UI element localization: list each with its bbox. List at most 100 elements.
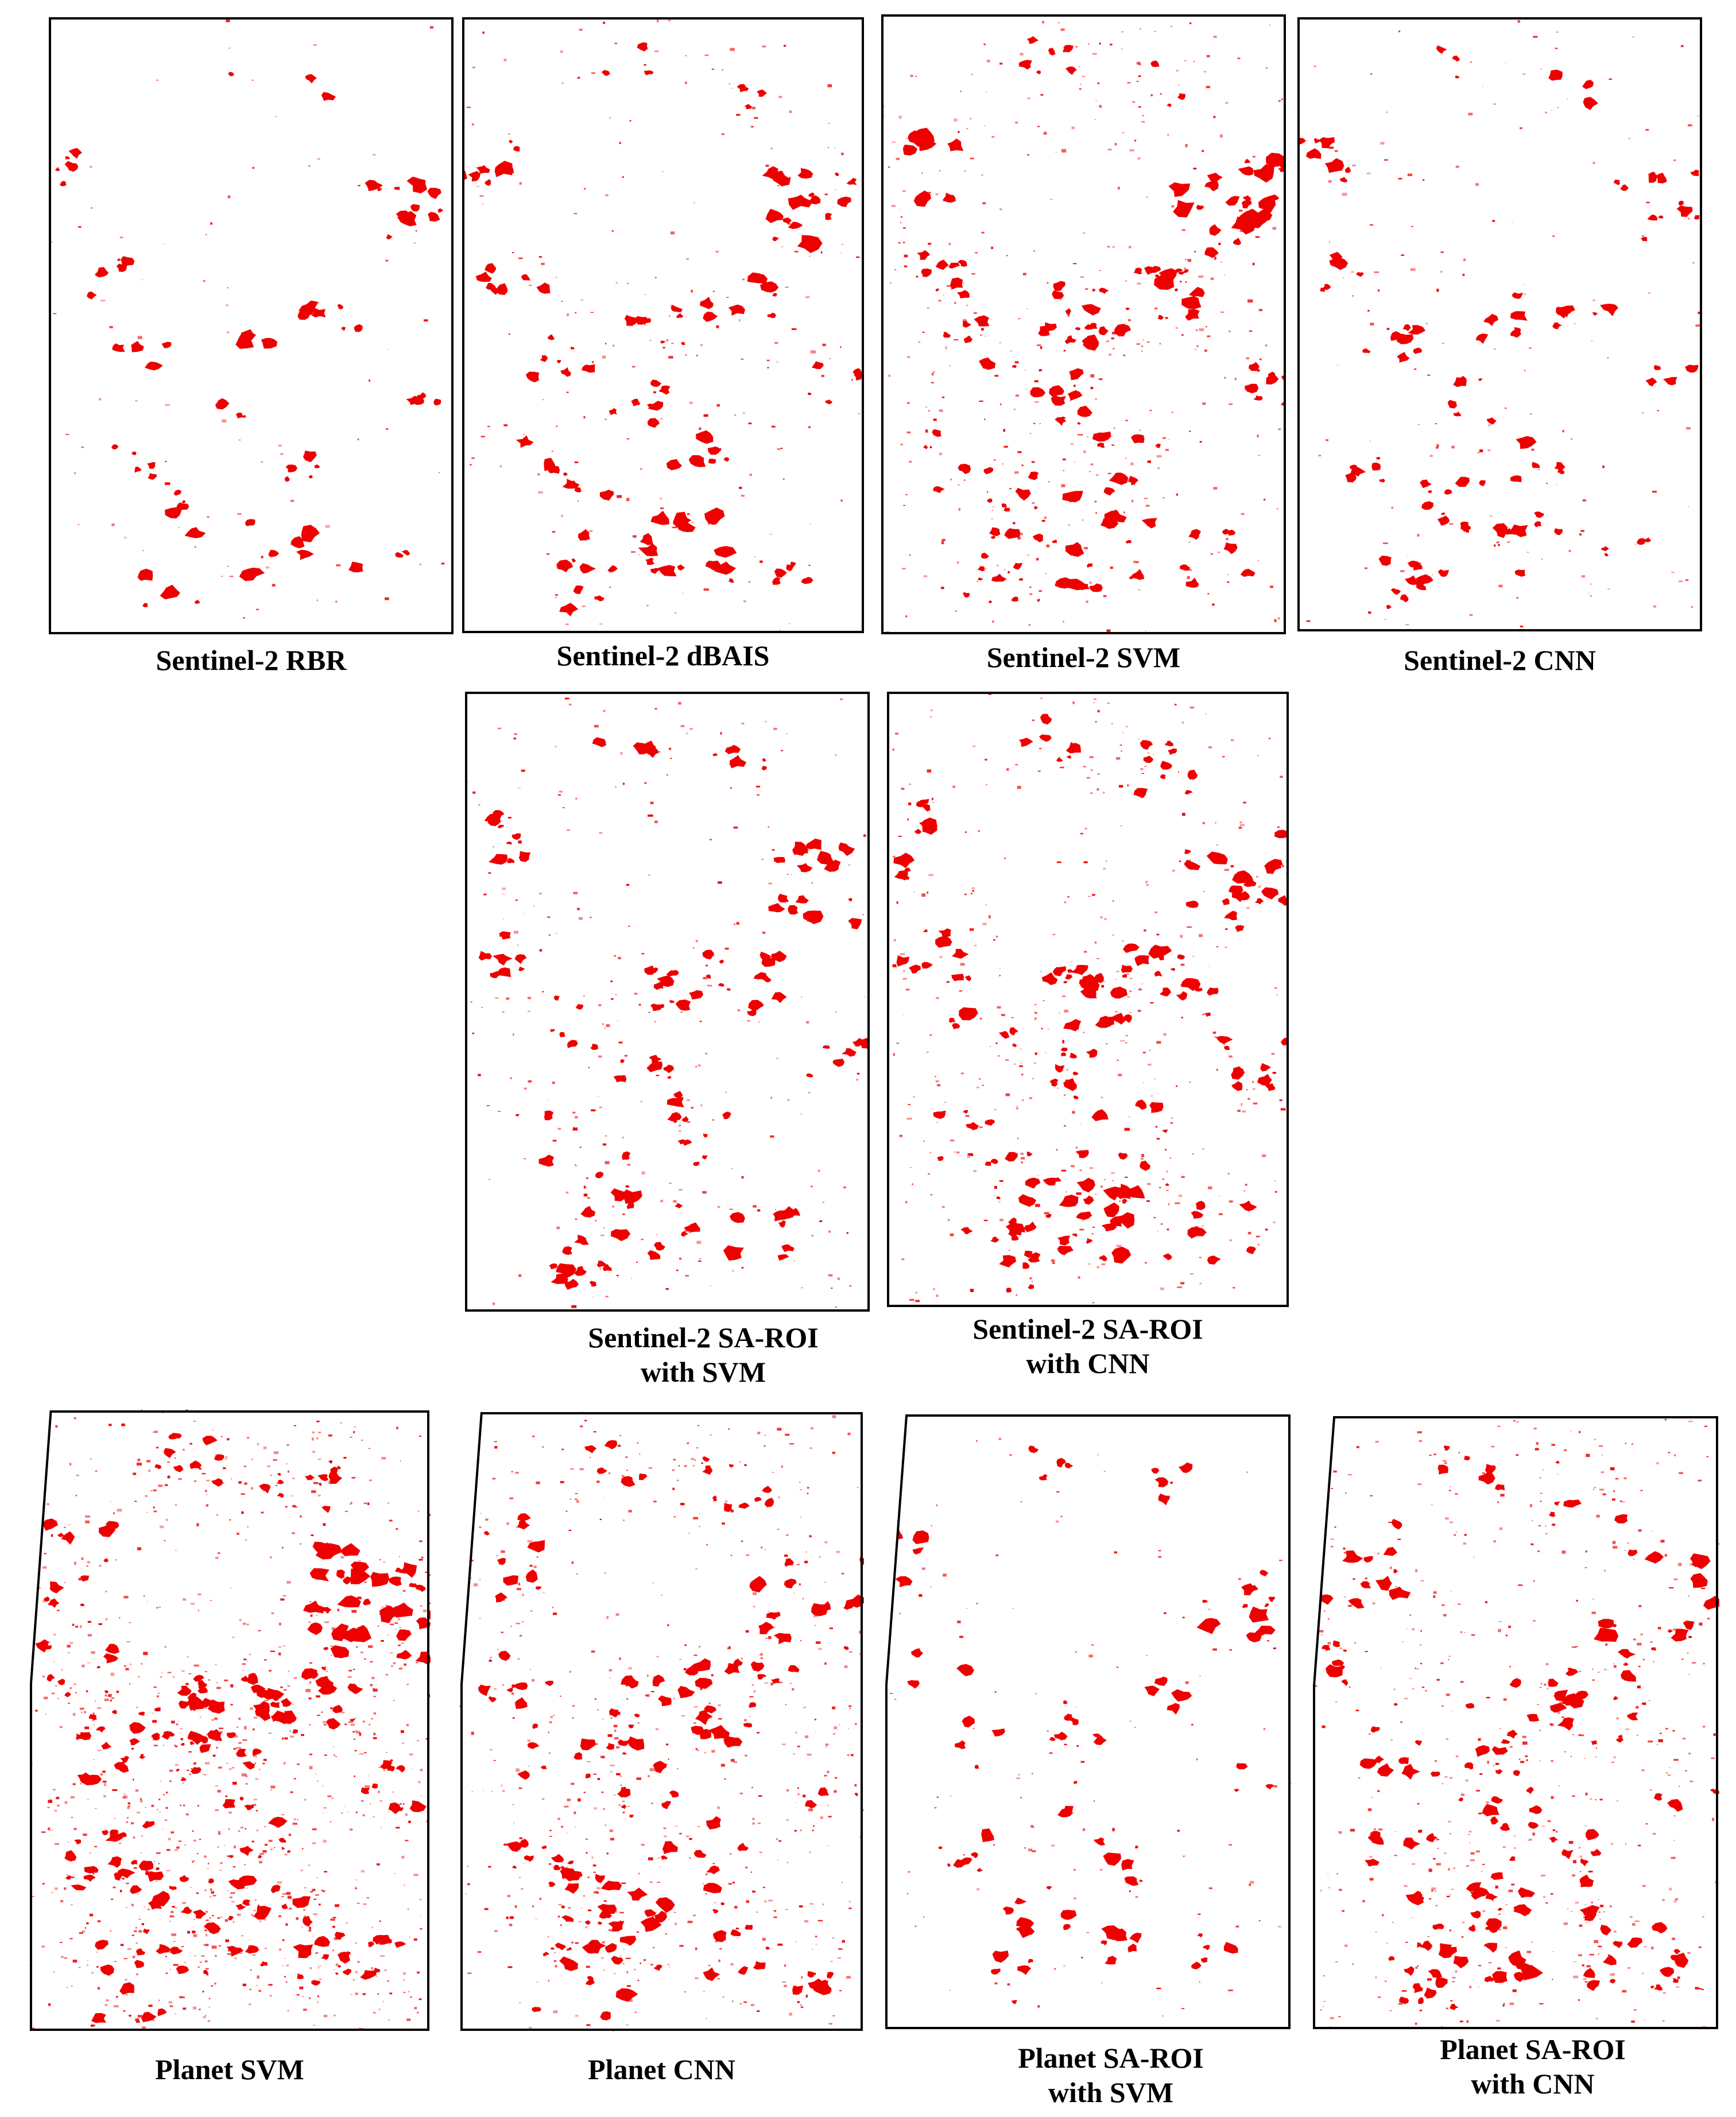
burned-pixel xyxy=(207,1868,209,1870)
burned-pixel xyxy=(174,1849,179,1851)
burned-pixel xyxy=(786,1789,789,1792)
burned-pixel xyxy=(1041,1028,1043,1029)
burn-map-planet-cnn xyxy=(459,1411,864,2031)
burned-pixel xyxy=(1141,121,1145,123)
burned-patch xyxy=(1014,1897,1027,1905)
burned-patch xyxy=(1319,137,1335,149)
burned-pixel xyxy=(1677,1976,1680,1979)
burned-pixel xyxy=(1584,1567,1587,1568)
burned-pixel xyxy=(1604,1669,1607,1670)
burned-pixel xyxy=(120,1944,124,1947)
burned-patch xyxy=(1343,1649,1347,1652)
burned-pixel xyxy=(909,1298,914,1301)
burned-pixel xyxy=(1049,199,1053,200)
burned-pixel xyxy=(542,1592,545,1593)
burned-patch xyxy=(1063,1924,1071,1930)
burned-patch xyxy=(1103,487,1115,496)
burned-pixel xyxy=(1092,1227,1095,1228)
burned-patch xyxy=(396,1765,405,1773)
burned-patch xyxy=(743,1723,753,1728)
burned-patch xyxy=(350,1568,371,1584)
burned-pixel xyxy=(754,556,756,557)
burned-patch xyxy=(620,1936,637,1946)
burned-pixel xyxy=(777,448,781,450)
burned-patch xyxy=(595,1172,603,1178)
burned-pixel xyxy=(32,1896,34,1897)
burned-pixel xyxy=(610,1765,615,1766)
burned-patch xyxy=(1549,1836,1559,1843)
burned-pixel xyxy=(612,344,615,347)
burned-pixel xyxy=(1028,1848,1032,1851)
burned-pixel xyxy=(915,1300,920,1302)
burned-pixel xyxy=(1464,524,1468,526)
burned-pixel xyxy=(98,1749,102,1751)
burned-patch xyxy=(1491,1819,1499,1825)
burned-patch xyxy=(1125,540,1132,544)
burned-pixel xyxy=(205,1910,208,1913)
burned-pixel xyxy=(824,1541,827,1544)
burned-patch xyxy=(543,1952,549,1957)
burned-patch xyxy=(1391,1518,1402,1530)
burned-pixel xyxy=(1130,1012,1132,1013)
burned-pixel xyxy=(518,1274,522,1277)
burned-pixel xyxy=(354,1750,357,1752)
burned-patch xyxy=(1458,1797,1463,1801)
burned-pixel xyxy=(1014,361,1019,364)
burned-pixel xyxy=(219,1739,222,1742)
burned-pixel xyxy=(125,1766,127,1767)
burned-pixel xyxy=(1533,1620,1536,1622)
burned-pixel xyxy=(548,1752,551,1754)
burned-patch xyxy=(1408,560,1418,568)
burned-pixel xyxy=(1541,1875,1545,1876)
burned-pixel xyxy=(516,1623,521,1624)
burned-pixel xyxy=(158,1606,161,1608)
burned-patch xyxy=(1241,199,1252,209)
burned-patch xyxy=(396,1629,412,1641)
burned-patch xyxy=(1255,1626,1276,1637)
burned-pixel xyxy=(627,1164,631,1166)
burned-pixel xyxy=(144,1906,145,1907)
burned-patch xyxy=(1100,518,1119,529)
burned-patch xyxy=(949,1018,956,1023)
burned-pixel xyxy=(592,361,594,363)
burned-pixel xyxy=(827,1805,829,1806)
burned-pixel xyxy=(132,1956,135,1959)
burned-pixel xyxy=(286,1964,289,1967)
burned-pixel xyxy=(991,136,995,138)
burned-pixel xyxy=(679,1659,681,1660)
burned-pixel xyxy=(1092,1302,1094,1304)
burned-patch xyxy=(1587,1980,1601,1991)
burned-pixel xyxy=(1645,129,1649,131)
burned-pixel xyxy=(1062,458,1066,461)
burned-pixel xyxy=(736,114,741,116)
burned-pixel xyxy=(732,2000,734,2002)
burned-pixel xyxy=(1680,45,1684,48)
burned-pixel xyxy=(909,555,911,556)
burned-pixel xyxy=(1107,703,1110,704)
burned-patch xyxy=(80,1575,90,1582)
burned-pixel xyxy=(668,1964,669,1965)
burned-pixel xyxy=(272,584,276,587)
burned-pixel xyxy=(1022,1099,1024,1101)
burned-pixel xyxy=(140,1852,142,1854)
burned-patch xyxy=(339,1953,343,1958)
burned-pixel xyxy=(703,588,709,591)
burned-patch xyxy=(985,1161,991,1166)
burned-pixel xyxy=(702,1883,704,1885)
burned-pixel xyxy=(308,1864,311,1866)
burned-patch xyxy=(694,1658,711,1672)
burned-patch xyxy=(215,398,230,410)
burned-pixel xyxy=(1380,142,1385,145)
burned-pixel xyxy=(572,1705,575,1707)
burned-patch xyxy=(1447,400,1457,409)
burned-pixel xyxy=(1475,183,1479,186)
burned-pixel xyxy=(593,1871,596,1873)
burned-patch xyxy=(617,1444,622,1447)
burned-pixel xyxy=(1280,1041,1283,1042)
burned-pixel xyxy=(717,1806,720,1809)
burned-pixel xyxy=(569,1498,571,1500)
burned-pixel xyxy=(414,2007,417,2010)
burned-patch xyxy=(379,1605,401,1618)
burned-patch xyxy=(772,577,781,585)
burned-pixel xyxy=(124,537,126,538)
